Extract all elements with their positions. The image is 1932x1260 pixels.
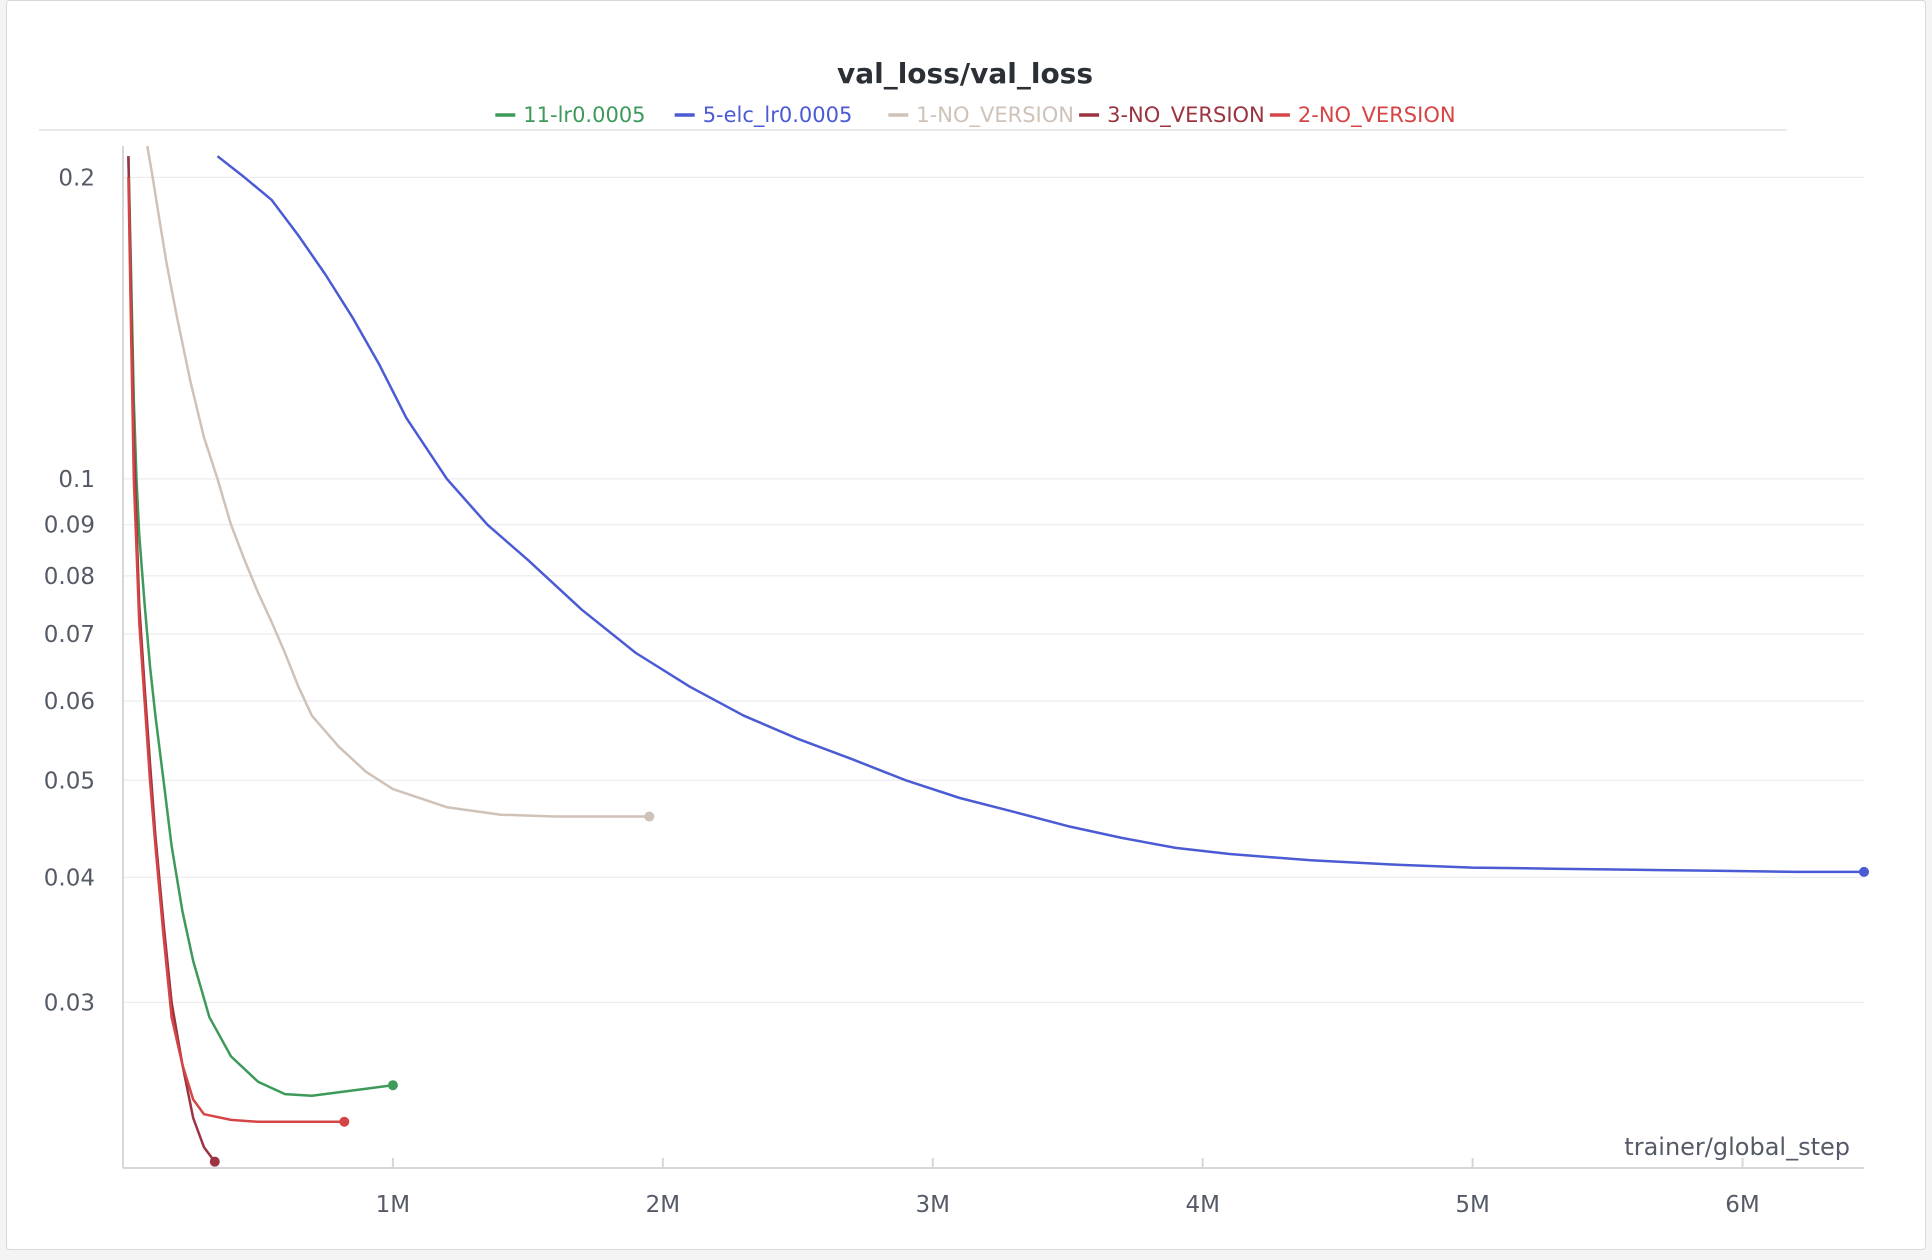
y-tick-label-7: 0.04: [44, 865, 95, 891]
x-axis-label: trainer/global_step: [1624, 1133, 1850, 1161]
series-end-marker-2: [644, 811, 655, 822]
series-end-marker-0: [387, 1080, 398, 1091]
chart-panel: val_loss/val_loss 11-lr0.0005 5-elc_lr0.0…: [6, 0, 1926, 1250]
y-tick-label-8: 0.03: [44, 990, 95, 1016]
series-line-1: [216, 155, 1864, 874]
y-tick-label-6: 0.05: [44, 768, 95, 794]
series-line-0: [127, 156, 394, 1098]
series-end-marker-4: [339, 1116, 350, 1127]
legend-label-1: 5-elc_lr0.0005: [703, 103, 853, 128]
y-tick-label-2: 0.09: [44, 513, 95, 539]
series-line-4: [127, 177, 345, 1124]
legend-label-2: 1-NO_VERSION: [916, 103, 1074, 128]
legend-label-0: 11-lr0.0005: [523, 103, 645, 127]
chart-svg: val_loss/val_loss 11-lr0.0005 5-elc_lr0.0…: [39, 57, 1869, 1218]
legend-label-3: 3-NO_VERSION: [1107, 103, 1265, 128]
grid-lines: [123, 176, 1864, 1004]
y-tick-label-1: 0.1: [58, 467, 95, 493]
series-lines: [127, 145, 1864, 1163]
x-tick-label-0: 1M: [376, 1192, 410, 1218]
x-tick-label-4: 5M: [1455, 1192, 1489, 1218]
series-line-2: [146, 145, 650, 818]
y-tick-label-3: 0.08: [44, 564, 95, 590]
y-tick-label-4: 0.07: [44, 622, 95, 648]
x-tick-label-1: 2M: [646, 1192, 680, 1218]
chart-title: val_loss/val_loss: [837, 57, 1093, 90]
y-tick-label-5: 0.06: [44, 689, 95, 715]
axes: 0.2 0.1 0.09 0.08 0.07 0.06 0.05 0.04 0.03 1M 2M 3M…: [44, 146, 1864, 1218]
x-tick-label-3: 4M: [1185, 1192, 1219, 1218]
y-tick-label-0: 0.2: [58, 165, 95, 191]
legend-label-4: 2-NO_VERSION: [1298, 103, 1456, 128]
series-end-marker-3: [209, 1156, 220, 1167]
chart-legend: 11-lr0.0005 5-elc_lr0.0005 1-NO_VERSION 3-N…: [495, 103, 1456, 128]
x-tick-label-5: 6M: [1725, 1192, 1759, 1218]
series-end-markers: [209, 811, 1869, 1167]
series-end-marker-1: [1859, 866, 1869, 877]
x-tick-label-2: 3M: [916, 1192, 950, 1218]
